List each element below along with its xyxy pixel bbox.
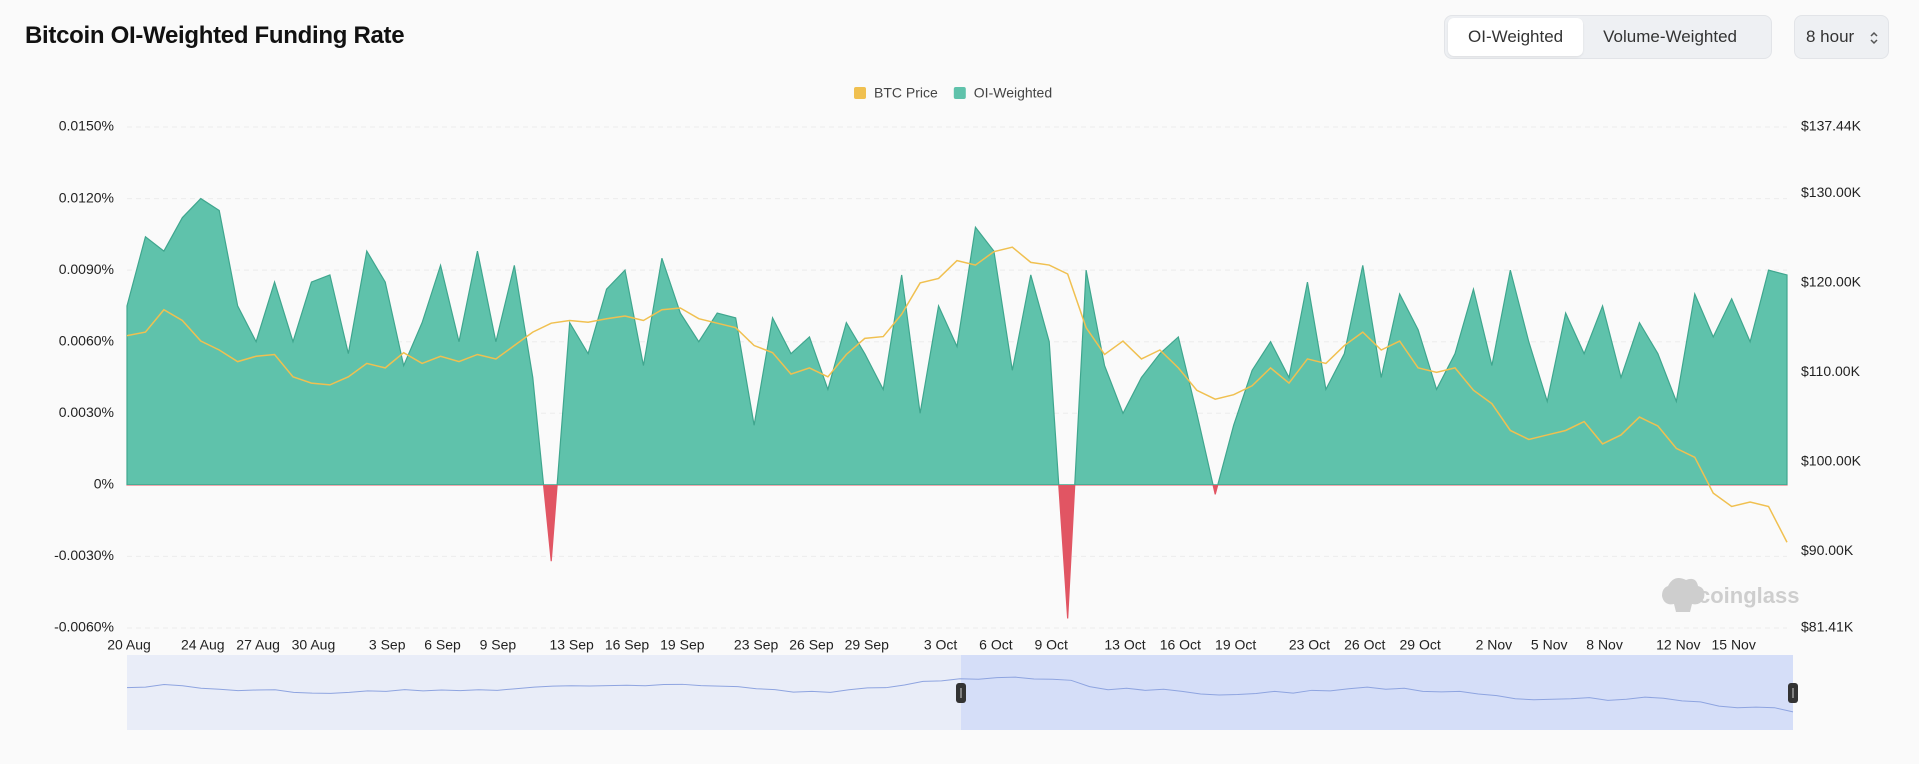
watermark-text: coinglass xyxy=(1698,583,1799,608)
x-tick-label: 3 Oct xyxy=(924,637,958,653)
navigator-line xyxy=(126,676,1794,713)
x-tick-label: 6 Oct xyxy=(979,637,1013,653)
watermark-logo xyxy=(1662,578,1705,612)
x-tick-label: 30 Aug xyxy=(292,637,336,653)
watermark: coinglass xyxy=(1662,578,1799,612)
chart-title: Bitcoin OI-Weighted Funding Rate xyxy=(25,22,405,49)
price-line xyxy=(126,246,1788,543)
x-tick-label: 2 Nov xyxy=(1476,637,1513,653)
x-tick-label: 16 Oct xyxy=(1160,637,1201,653)
y-tick-label: -0.0030% xyxy=(54,547,114,563)
y-tick-label: -0.0060% xyxy=(54,619,114,635)
x-tick-label: 5 Nov xyxy=(1531,637,1568,653)
y2-tick-label: $90.00K xyxy=(1801,542,1854,558)
tab-button[interactable]: Volume-Weighted xyxy=(1603,27,1737,46)
tab-button[interactable]: OI-Weighted xyxy=(1448,18,1584,56)
x-tick-label: 8 Nov xyxy=(1586,637,1623,653)
x-tick-label: 29 Sep xyxy=(845,637,890,653)
x-tick-label: 19 Oct xyxy=(1215,637,1256,653)
mode-tabs: OI-Weighted Volume-Weighted xyxy=(1444,15,1772,59)
y2-tick-label: $137.44K xyxy=(1801,118,1862,134)
x-tick-label: 23 Sep xyxy=(734,637,779,653)
y2-tick-label: $110.00K xyxy=(1801,363,1861,379)
interval-select[interactable]: 8 hour xyxy=(1794,15,1889,59)
y-tick-label: 0.0120% xyxy=(59,189,114,205)
x-tick-label: 24 Aug xyxy=(181,637,225,653)
x-tick-label: 3 Sep xyxy=(369,637,406,653)
x-tick-label: 19 Sep xyxy=(660,637,705,653)
interval-label: 8 hour xyxy=(1806,27,1855,46)
y-tick-label: 0% xyxy=(94,476,114,492)
x-tick-label: 9 Sep xyxy=(480,637,517,653)
legend-label: OI-Weighted xyxy=(974,85,1052,101)
chevron-icon xyxy=(1870,31,1878,45)
x-tick-label: 20 Aug xyxy=(107,637,151,653)
x-tick-label: 12 Nov xyxy=(1656,637,1700,653)
navigator-selection xyxy=(961,655,1793,730)
x-tick-label: 29 Oct xyxy=(1399,637,1440,653)
y2-tick-label: $120.00K xyxy=(1801,274,1862,290)
y2-tick-label: $81.41K xyxy=(1801,619,1854,635)
y2-tick-label: $130.00K xyxy=(1801,184,1862,200)
legend-swatch xyxy=(953,87,966,99)
x-tick-label: 13 Oct xyxy=(1104,637,1145,653)
x-tick-label: 16 Sep xyxy=(605,637,650,653)
x-tick-label: 27 Aug xyxy=(236,637,280,653)
x-tick-label: 23 Oct xyxy=(1289,637,1330,653)
y-tick-label: 0.0090% xyxy=(59,261,114,277)
x-tick-label: 15 Nov xyxy=(1711,637,1755,653)
funding-area xyxy=(126,197,1788,619)
x-tick-label: 6 Sep xyxy=(424,637,461,653)
x-tick-label: 26 Sep xyxy=(789,637,834,653)
y-tick-label: 0.0150% xyxy=(59,118,114,134)
x-tick-label: 13 Sep xyxy=(549,637,594,653)
y2-tick-label: $100.00K xyxy=(1801,452,1862,468)
legend-swatch xyxy=(854,87,866,99)
x-tick-label: 26 Oct xyxy=(1344,637,1385,653)
legend-label: BTC Price xyxy=(874,85,938,101)
y-tick-label: 0.0060% xyxy=(59,332,114,348)
y-tick-label: 0.0030% xyxy=(59,404,114,420)
x-tick-label: 9 Oct xyxy=(1034,637,1068,653)
